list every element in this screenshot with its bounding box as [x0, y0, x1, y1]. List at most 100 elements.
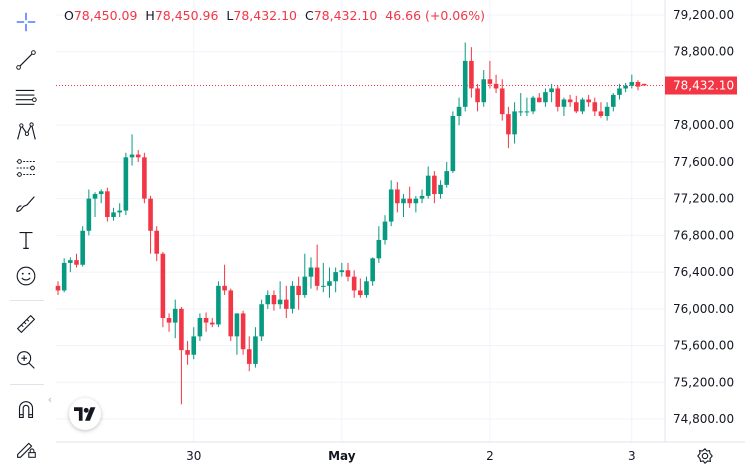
text-icon[interactable] — [8, 224, 44, 256]
price-tick-label: 75,200.00 — [673, 375, 734, 389]
candle-body — [573, 102, 579, 112]
candle-body — [154, 230, 160, 254]
candle-body — [271, 295, 277, 305]
open-value: 78,450.09 — [73, 8, 138, 23]
candle-body — [216, 285, 221, 325]
candle-body — [74, 260, 79, 265]
time-tick-label: 30 — [186, 449, 201, 463]
candle-body — [296, 285, 301, 296]
candle-body — [191, 336, 197, 355]
candle-body — [623, 85, 628, 89]
prediction-icon[interactable] — [8, 152, 44, 184]
candle-body — [543, 92, 548, 103]
candle-body — [641, 83, 647, 86]
candle-body — [438, 184, 443, 195]
candle-body — [259, 304, 264, 337]
last-price-label: 78,432.10 — [673, 79, 734, 93]
price-axis: 79,200.00 78,800.00 78,000.00 77,600.00 77,2… — [673, 8, 734, 426]
candle-body — [246, 349, 252, 364]
price-tick-label: 78,000.00 — [673, 118, 734, 132]
open-label: O — [64, 8, 74, 23]
toolbar-divider — [10, 300, 44, 301]
ruler-icon[interactable] — [8, 308, 44, 340]
candle-body — [61, 262, 67, 291]
candle-body — [425, 175, 431, 196]
candle-body — [395, 189, 400, 204]
high-value: 78,450.96 — [154, 8, 219, 23]
price-tick-label: 77,600.00 — [673, 155, 734, 169]
candle-body — [506, 114, 511, 135]
candle-body — [111, 212, 116, 217]
candle-body — [55, 285, 61, 291]
candle-body — [450, 116, 456, 172]
candle-body — [228, 290, 234, 337]
candle-body — [321, 285, 326, 287]
magnet-icon[interactable] — [8, 394, 44, 426]
brush-icon[interactable] — [8, 188, 44, 220]
candle-body — [401, 198, 406, 204]
candle-body — [586, 99, 591, 103]
candle-body — [518, 111, 524, 113]
candle-body — [592, 102, 598, 112]
candle-body — [117, 210, 122, 213]
fib-retracement-icon[interactable] — [8, 80, 44, 112]
candle-body — [530, 97, 536, 112]
ohlc-legend: O78,450.09 H78,450.96 L78,432.10 C78,432… — [64, 8, 485, 23]
candle-body — [469, 60, 474, 89]
last-price-tag: 78,432.10 — [665, 76, 737, 95]
candle-body — [179, 308, 184, 351]
settings-gear-icon[interactable] — [696, 447, 714, 465]
lock-drawing-icon[interactable] — [8, 432, 44, 464]
toolbar-divider — [10, 384, 44, 385]
candle-body — [265, 295, 271, 305]
candle-body — [549, 88, 554, 93]
trend-line-icon[interactable] — [8, 44, 44, 76]
candle-body — [68, 260, 73, 263]
candle-body — [333, 272, 338, 282]
zoom-in-icon[interactable] — [8, 344, 44, 376]
candle-body — [197, 318, 203, 337]
candle-body — [98, 191, 104, 195]
emoji-icon[interactable] — [8, 260, 44, 292]
change-value: 46.66 (+0.06%) — [385, 8, 485, 23]
candle-body — [555, 88, 561, 107]
candle-body — [234, 313, 240, 337]
chart-grid — [56, 0, 665, 442]
crosshair-icon[interactable] — [8, 6, 44, 38]
candle-body — [148, 198, 153, 231]
candle-body — [283, 299, 289, 309]
price-tick-label: 76,800.00 — [673, 228, 734, 242]
time-axis: 30 May 2 3 — [186, 449, 636, 463]
time-tick-label: May — [328, 449, 356, 463]
candle-body — [604, 106, 610, 116]
candle-body — [358, 290, 363, 296]
candle-body — [493, 83, 499, 89]
price-tick-label: 75,600.00 — [673, 339, 734, 353]
candle-body — [432, 175, 437, 195]
candle-body — [629, 82, 635, 86]
candle-body — [345, 270, 351, 277]
candle-body — [611, 94, 616, 107]
candle-body — [209, 322, 215, 325]
candle-body — [487, 79, 493, 84]
candle-body — [413, 198, 419, 204]
candle-body — [142, 157, 147, 199]
collapse-toolbar-icon[interactable]: ‹ — [47, 393, 53, 406]
candle-body — [524, 111, 530, 113]
price-tick-label: 79,200.00 — [673, 8, 734, 22]
candle-body — [290, 285, 295, 309]
pattern-icon[interactable] — [8, 116, 44, 148]
price-tick-label: 76,400.00 — [673, 265, 734, 279]
candle-body — [512, 111, 517, 135]
tradingview-logo-icon[interactable] — [69, 398, 101, 430]
candle-body — [567, 99, 573, 103]
candle-body — [185, 350, 190, 355]
candle-body — [308, 267, 314, 277]
candle-body — [407, 198, 412, 204]
close-value: 78,432.10 — [313, 8, 378, 23]
time-tick-label: 3 — [628, 449, 636, 463]
candle-body — [339, 270, 345, 273]
close-label: C — [304, 8, 314, 23]
last-price-tag-bg — [665, 76, 737, 95]
